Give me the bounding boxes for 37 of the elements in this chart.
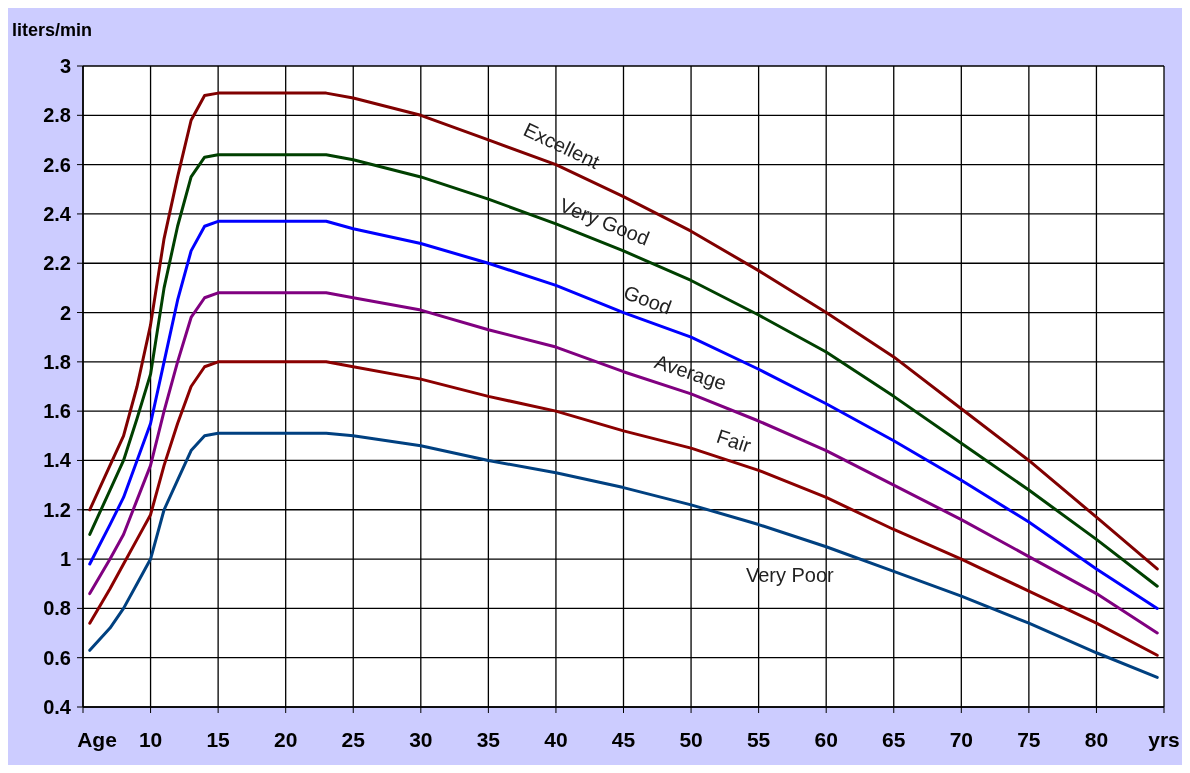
y-tick-label: 2.8	[43, 104, 71, 127]
x-tick-label: Age	[77, 728, 117, 751]
x-tick-label: 65	[882, 728, 906, 751]
x-tick-label: 40	[544, 728, 568, 751]
x-tick-label: 45	[611, 728, 636, 751]
x-tick-label: 15	[206, 728, 231, 751]
x-tick-label: yrs	[1148, 728, 1180, 751]
x-tick-label: 30	[409, 728, 433, 751]
y-tick-label: 2.2	[43, 252, 71, 275]
y-axis-title: liters/min	[12, 20, 93, 40]
x-tick-label: 50	[679, 728, 703, 751]
y-tick-label: 0.4	[43, 696, 72, 718]
y-tick-label: 1	[59, 548, 71, 571]
x-tick-label: 70	[949, 728, 973, 751]
x-tick-label: 75	[1017, 728, 1041, 751]
y-tick-label: 2	[59, 301, 71, 324]
text: Fair	[713, 424, 754, 457]
y-tick-label: 2.4	[43, 202, 72, 225]
x-tick-label: 10	[138, 728, 163, 751]
y-tick-label: 1.2	[43, 498, 71, 521]
line-series	[88, 431, 1159, 679]
y-tick-label: 1.8	[43, 350, 71, 373]
text: Very Good	[556, 193, 653, 250]
x-tick-label: 35	[476, 728, 501, 751]
y-tick-label: 3	[59, 55, 71, 77]
y-tick-label: 0.6	[43, 646, 71, 669]
x-tick-label: 20	[274, 728, 298, 751]
text: Average	[651, 350, 730, 395]
y-tick-label: 0.8	[43, 597, 71, 620]
y-tick-label: 1.4	[43, 449, 72, 472]
text: Good	[620, 281, 675, 319]
x-tick-label: 60	[814, 728, 838, 751]
y-tick-label: 1.6	[43, 400, 71, 423]
y-tick-label: 2.6	[43, 153, 71, 176]
x-tick-label: 80	[1084, 728, 1109, 751]
x-tick-label: 25	[341, 728, 366, 751]
x-tick-label: 55	[746, 728, 771, 751]
